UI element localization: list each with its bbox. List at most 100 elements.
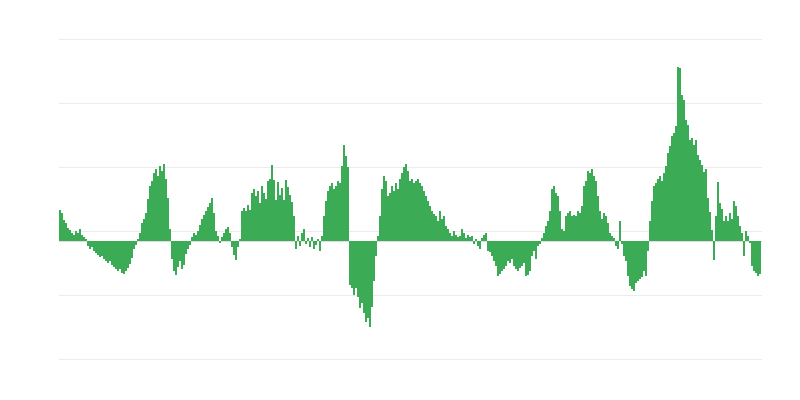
bar	[225, 229, 227, 241]
bar	[273, 180, 275, 241]
bar	[719, 203, 721, 241]
bar	[443, 216, 445, 241]
bar	[593, 176, 595, 241]
bar	[533, 241, 535, 251]
bar	[331, 183, 333, 241]
bar	[717, 182, 719, 241]
bar	[619, 221, 621, 241]
bar	[511, 241, 513, 259]
bar	[725, 216, 727, 241]
bar	[709, 212, 711, 241]
bar	[635, 241, 637, 283]
bar	[417, 179, 419, 241]
bar	[249, 210, 251, 241]
bar	[541, 238, 543, 241]
bar	[457, 237, 459, 241]
bar	[405, 164, 407, 241]
bar	[421, 186, 423, 241]
bar	[267, 181, 269, 241]
bar	[265, 199, 267, 241]
bar	[87, 241, 89, 246]
bar	[247, 205, 249, 241]
bar	[519, 241, 521, 268]
bar	[575, 216, 577, 241]
bar	[161, 171, 163, 241]
bar	[97, 241, 99, 255]
bar	[279, 195, 281, 241]
bar	[591, 169, 593, 241]
bar	[309, 241, 311, 247]
bar	[227, 227, 229, 241]
bar	[99, 241, 101, 257]
bar	[129, 241, 131, 264]
bar	[559, 211, 561, 241]
bar	[473, 241, 475, 244]
bar	[191, 237, 193, 241]
bar	[305, 241, 307, 244]
bar	[459, 236, 461, 241]
bar	[181, 241, 183, 269]
bar	[101, 241, 103, 256]
bar	[179, 241, 181, 261]
bar	[449, 233, 451, 241]
bar	[205, 211, 207, 241]
bar	[235, 241, 237, 260]
bar	[645, 241, 647, 276]
bar	[361, 241, 363, 303]
bar	[583, 186, 585, 241]
bar	[289, 195, 291, 241]
bar	[601, 219, 603, 241]
bar	[661, 181, 663, 241]
bar	[355, 241, 357, 288]
bar	[491, 241, 493, 256]
bar	[711, 230, 713, 241]
bar	[655, 183, 657, 241]
bar	[231, 241, 233, 247]
bar	[211, 198, 213, 241]
bar	[479, 241, 481, 249]
zero-baseline	[59, 241, 762, 242]
bar	[727, 221, 729, 241]
gridline	[59, 295, 762, 296]
bar	[675, 126, 677, 241]
bar	[67, 228, 69, 241]
bar	[529, 241, 531, 271]
bar	[733, 201, 735, 241]
bar	[699, 160, 701, 241]
bar	[349, 241, 351, 285]
bar	[685, 120, 687, 241]
bar	[369, 241, 371, 327]
bar	[731, 219, 733, 241]
bar	[413, 183, 415, 241]
bar	[307, 238, 309, 241]
bar	[389, 193, 391, 241]
bar	[145, 213, 147, 241]
bar	[749, 241, 751, 243]
bar	[633, 241, 635, 291]
bar	[295, 241, 297, 249]
bar	[603, 213, 605, 241]
bar	[299, 241, 301, 246]
bar	[611, 236, 613, 241]
bar	[379, 216, 381, 241]
bar	[507, 241, 509, 261]
bar	[671, 136, 673, 241]
bar	[715, 216, 717, 241]
bar	[255, 196, 257, 241]
bar	[321, 236, 323, 241]
bar	[555, 193, 557, 241]
bar	[241, 211, 243, 241]
bar	[581, 206, 583, 241]
gridline	[59, 359, 762, 360]
bar	[277, 182, 279, 241]
bar	[687, 125, 689, 241]
bar	[339, 183, 341, 241]
bar	[579, 213, 581, 241]
bar	[485, 233, 487, 241]
bar	[703, 172, 705, 241]
bar	[697, 155, 699, 241]
bar	[487, 241, 489, 251]
bar	[217, 236, 219, 241]
bar	[441, 219, 443, 241]
bar	[197, 231, 199, 241]
